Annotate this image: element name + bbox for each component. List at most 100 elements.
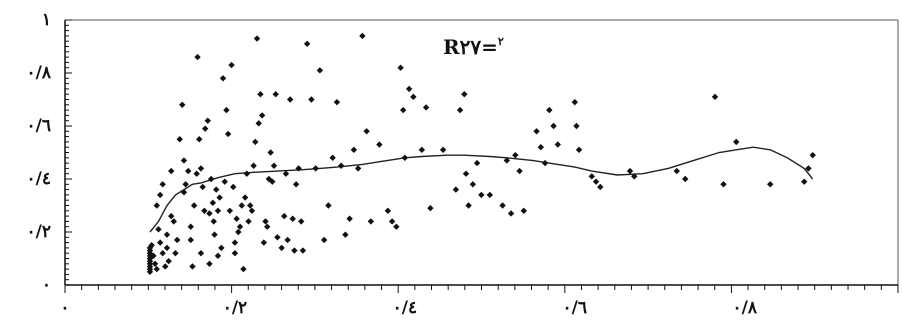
- data-point: [282, 170, 290, 177]
- data-point: [194, 53, 201, 61]
- data-point: [170, 218, 177, 225]
- data-point: [245, 218, 252, 225]
- data-point: [233, 215, 240, 222]
- data-point: [801, 178, 808, 185]
- x-tick-label: ٠/٨: [732, 298, 757, 318]
- data-point: [150, 252, 157, 260]
- data-point: [243, 170, 251, 177]
- data-point: [162, 263, 169, 270]
- data-point: [303, 40, 311, 48]
- x-tick-label: ٠: [60, 298, 69, 318]
- data-point: [284, 236, 291, 244]
- data-point: [241, 194, 249, 201]
- data-point: [333, 98, 341, 106]
- data-point: [478, 191, 485, 199]
- data-point: [247, 202, 254, 209]
- data-point: [180, 189, 188, 196]
- data-point: [805, 165, 812, 172]
- data-point: [592, 178, 600, 185]
- data-point: [214, 252, 222, 260]
- data-point: [176, 136, 183, 143]
- data-point: [209, 199, 217, 207]
- data-point: [286, 96, 294, 103]
- data-point: [190, 202, 198, 209]
- data-point: [197, 165, 205, 172]
- data-point: [281, 212, 288, 220]
- data-point: [253, 35, 261, 42]
- data-point: [546, 106, 553, 114]
- data-point: [224, 130, 232, 138]
- data-point: [206, 260, 213, 267]
- data-point: [575, 146, 583, 154]
- data-point: [193, 170, 200, 177]
- trend-line: [149, 146, 814, 233]
- data-point: [312, 165, 319, 172]
- data-point: [388, 218, 396, 225]
- data-point: [291, 247, 298, 254]
- data-point: [397, 64, 404, 71]
- data-point: [316, 67, 324, 74]
- data-point: [720, 181, 727, 188]
- x-tick-label: ٠/٢: [223, 298, 247, 318]
- y-tick-label: ٠/٦: [27, 116, 51, 136]
- data-point: [250, 162, 257, 169]
- data-point: [299, 247, 307, 254]
- data-point: [165, 257, 172, 265]
- data-point: [733, 138, 740, 146]
- data-point: [278, 244, 285, 252]
- data-point: [156, 191, 164, 199]
- data-point: [207, 175, 215, 183]
- data-point: [230, 183, 237, 191]
- data-point: [473, 159, 481, 167]
- data-point: [228, 61, 235, 69]
- data-point: [173, 236, 181, 244]
- data-point: [422, 104, 430, 111]
- data-point: [270, 162, 278, 169]
- data-point: [573, 122, 580, 130]
- r-squared-superscript: ٢: [498, 35, 504, 48]
- r-squared-value: =٢٧: [460, 35, 498, 59]
- data-point: [367, 218, 375, 225]
- data-point: [452, 186, 460, 193]
- data-point: [399, 106, 407, 114]
- data-point: [486, 191, 494, 199]
- data-point: [384, 207, 392, 214]
- data-point: [211, 231, 218, 238]
- data-point: [767, 181, 774, 188]
- data-point: [571, 98, 578, 106]
- data-point: [393, 223, 400, 230]
- data-point: [238, 202, 245, 209]
- data-point: [180, 157, 188, 164]
- data-point: [231, 250, 239, 257]
- data-point: [269, 178, 276, 185]
- data-point: [168, 212, 175, 220]
- data-point: [295, 165, 302, 172]
- data-point: [272, 91, 279, 98]
- data-point: [469, 181, 477, 188]
- data-point: [363, 128, 370, 135]
- data-point: [159, 181, 166, 188]
- y-tick-label: ٠/٢: [27, 222, 51, 242]
- data-point: [221, 178, 228, 185]
- y-tick-label: ١: [42, 10, 51, 30]
- data-point: [376, 141, 383, 148]
- data-point: [258, 112, 266, 119]
- data-point: [410, 93, 417, 101]
- data-point: [231, 239, 239, 246]
- data-point: [682, 175, 689, 183]
- data-point: [210, 218, 217, 225]
- data-point: [206, 210, 213, 217]
- data-point: [427, 204, 434, 212]
- data-point: [151, 260, 159, 267]
- data-point: [248, 207, 256, 214]
- data-point: [809, 151, 816, 159]
- data-point: [418, 146, 426, 154]
- data-point: [196, 136, 203, 143]
- data-point: [711, 93, 719, 101]
- data-point: [274, 234, 281, 241]
- y-tick-label: ٠/٨: [27, 63, 52, 83]
- r-squared-symbol: R: [443, 35, 460, 59]
- data-point: [507, 210, 515, 217]
- data-point: [219, 75, 227, 82]
